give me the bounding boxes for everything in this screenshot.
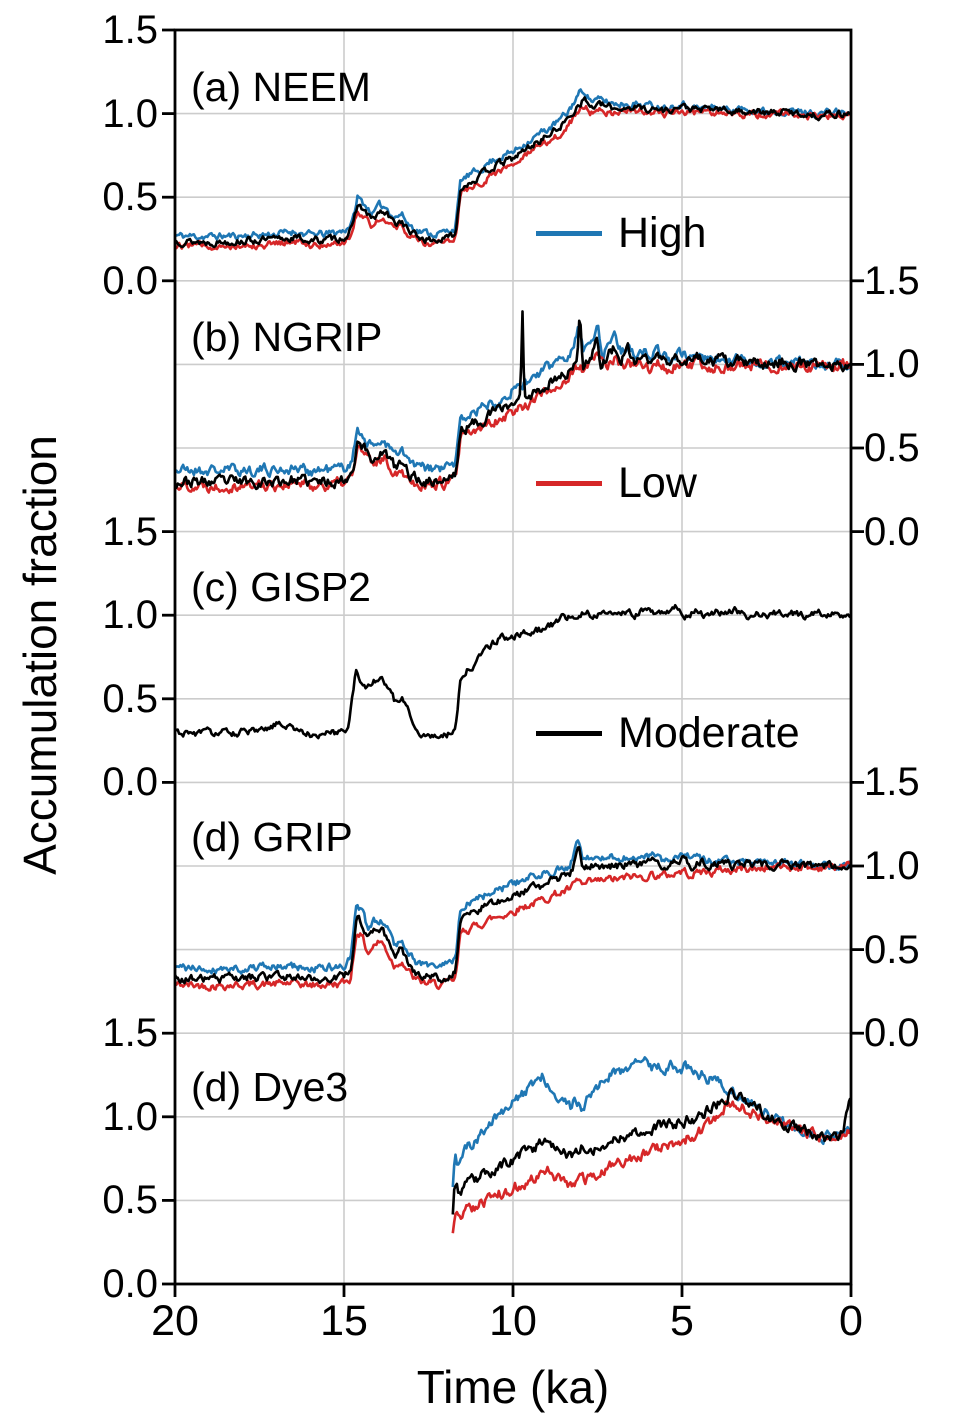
legend-item-moderate: Moderate: [536, 706, 800, 760]
series-e-moderate: [451, 1087, 851, 1215]
y-tick-label: 0.0: [102, 1262, 158, 1306]
legend-line-moderate: [536, 730, 602, 736]
y-tick-label: 0.5: [864, 426, 920, 470]
series-d-moderate: [175, 846, 851, 985]
x-tick-label: 15: [320, 1297, 368, 1345]
panel-label-ngrip: (b) NGRIP: [191, 314, 383, 360]
panel-label-grip: (d) GRIP: [191, 814, 353, 860]
y-tick-label: 1.5: [102, 8, 158, 52]
y-tick-label: 1.0: [102, 593, 158, 638]
y-axis-title: Accumulation fraction: [14, 435, 66, 875]
y-tick-label: 0.0: [864, 509, 920, 554]
y-tick-label: 1.0: [102, 91, 158, 136]
y-tick-label: 1.5: [102, 1011, 158, 1056]
legend-line-low: [536, 480, 602, 486]
y-tick-label: 1.5: [864, 258, 920, 303]
y-tick-label: 0.5: [102, 175, 158, 220]
legend-item-high: High: [536, 206, 706, 260]
legend-line-high: [536, 230, 602, 236]
y-tick-label: 1.5: [102, 509, 158, 554]
x-tick-label: 10: [489, 1297, 537, 1345]
series-a-moderate: [175, 96, 851, 249]
series-d-high: [175, 839, 851, 975]
y-tick-label: 0.5: [102, 676, 158, 721]
x-tick-label: 5: [670, 1297, 694, 1345]
series-a-high: [175, 88, 851, 241]
y-tick-label: 1.0: [864, 844, 920, 888]
y-tick-label: 0.0: [102, 760, 158, 805]
x-axis-title: Time (ka): [416, 1361, 610, 1413]
series-e-low: [451, 1100, 851, 1234]
panel-label-neem: (a) NEEM: [191, 64, 371, 110]
series-a-low: [175, 105, 851, 251]
series-c-moderate: [175, 603, 851, 740]
series-d-low: [175, 860, 851, 992]
y-tick-label: 1.0: [864, 342, 920, 387]
panel-label-gisp2: (c) GISP2: [191, 564, 371, 610]
y-tick-label: 0.5: [864, 927, 920, 972]
y-tick-label: 1.0: [102, 1094, 158, 1139]
y-tick-label: 0.5: [102, 1178, 158, 1223]
y-tick-label: 0.0: [102, 258, 158, 303]
panel-label-dye3: (d) Dye3: [191, 1064, 349, 1110]
x-tick-label: 20: [151, 1297, 199, 1345]
legend-label-high: High: [618, 208, 707, 257]
x-tick-label: 0: [839, 1297, 863, 1345]
legend-label-moderate: Moderate: [618, 708, 800, 757]
y-tick-label: 0.0: [864, 1011, 920, 1056]
legend-item-low: Low: [536, 456, 697, 510]
series-b-moderate: [175, 310, 851, 491]
legend-label-low: Low: [618, 458, 697, 507]
y-tick-label: 1.5: [864, 760, 920, 805]
